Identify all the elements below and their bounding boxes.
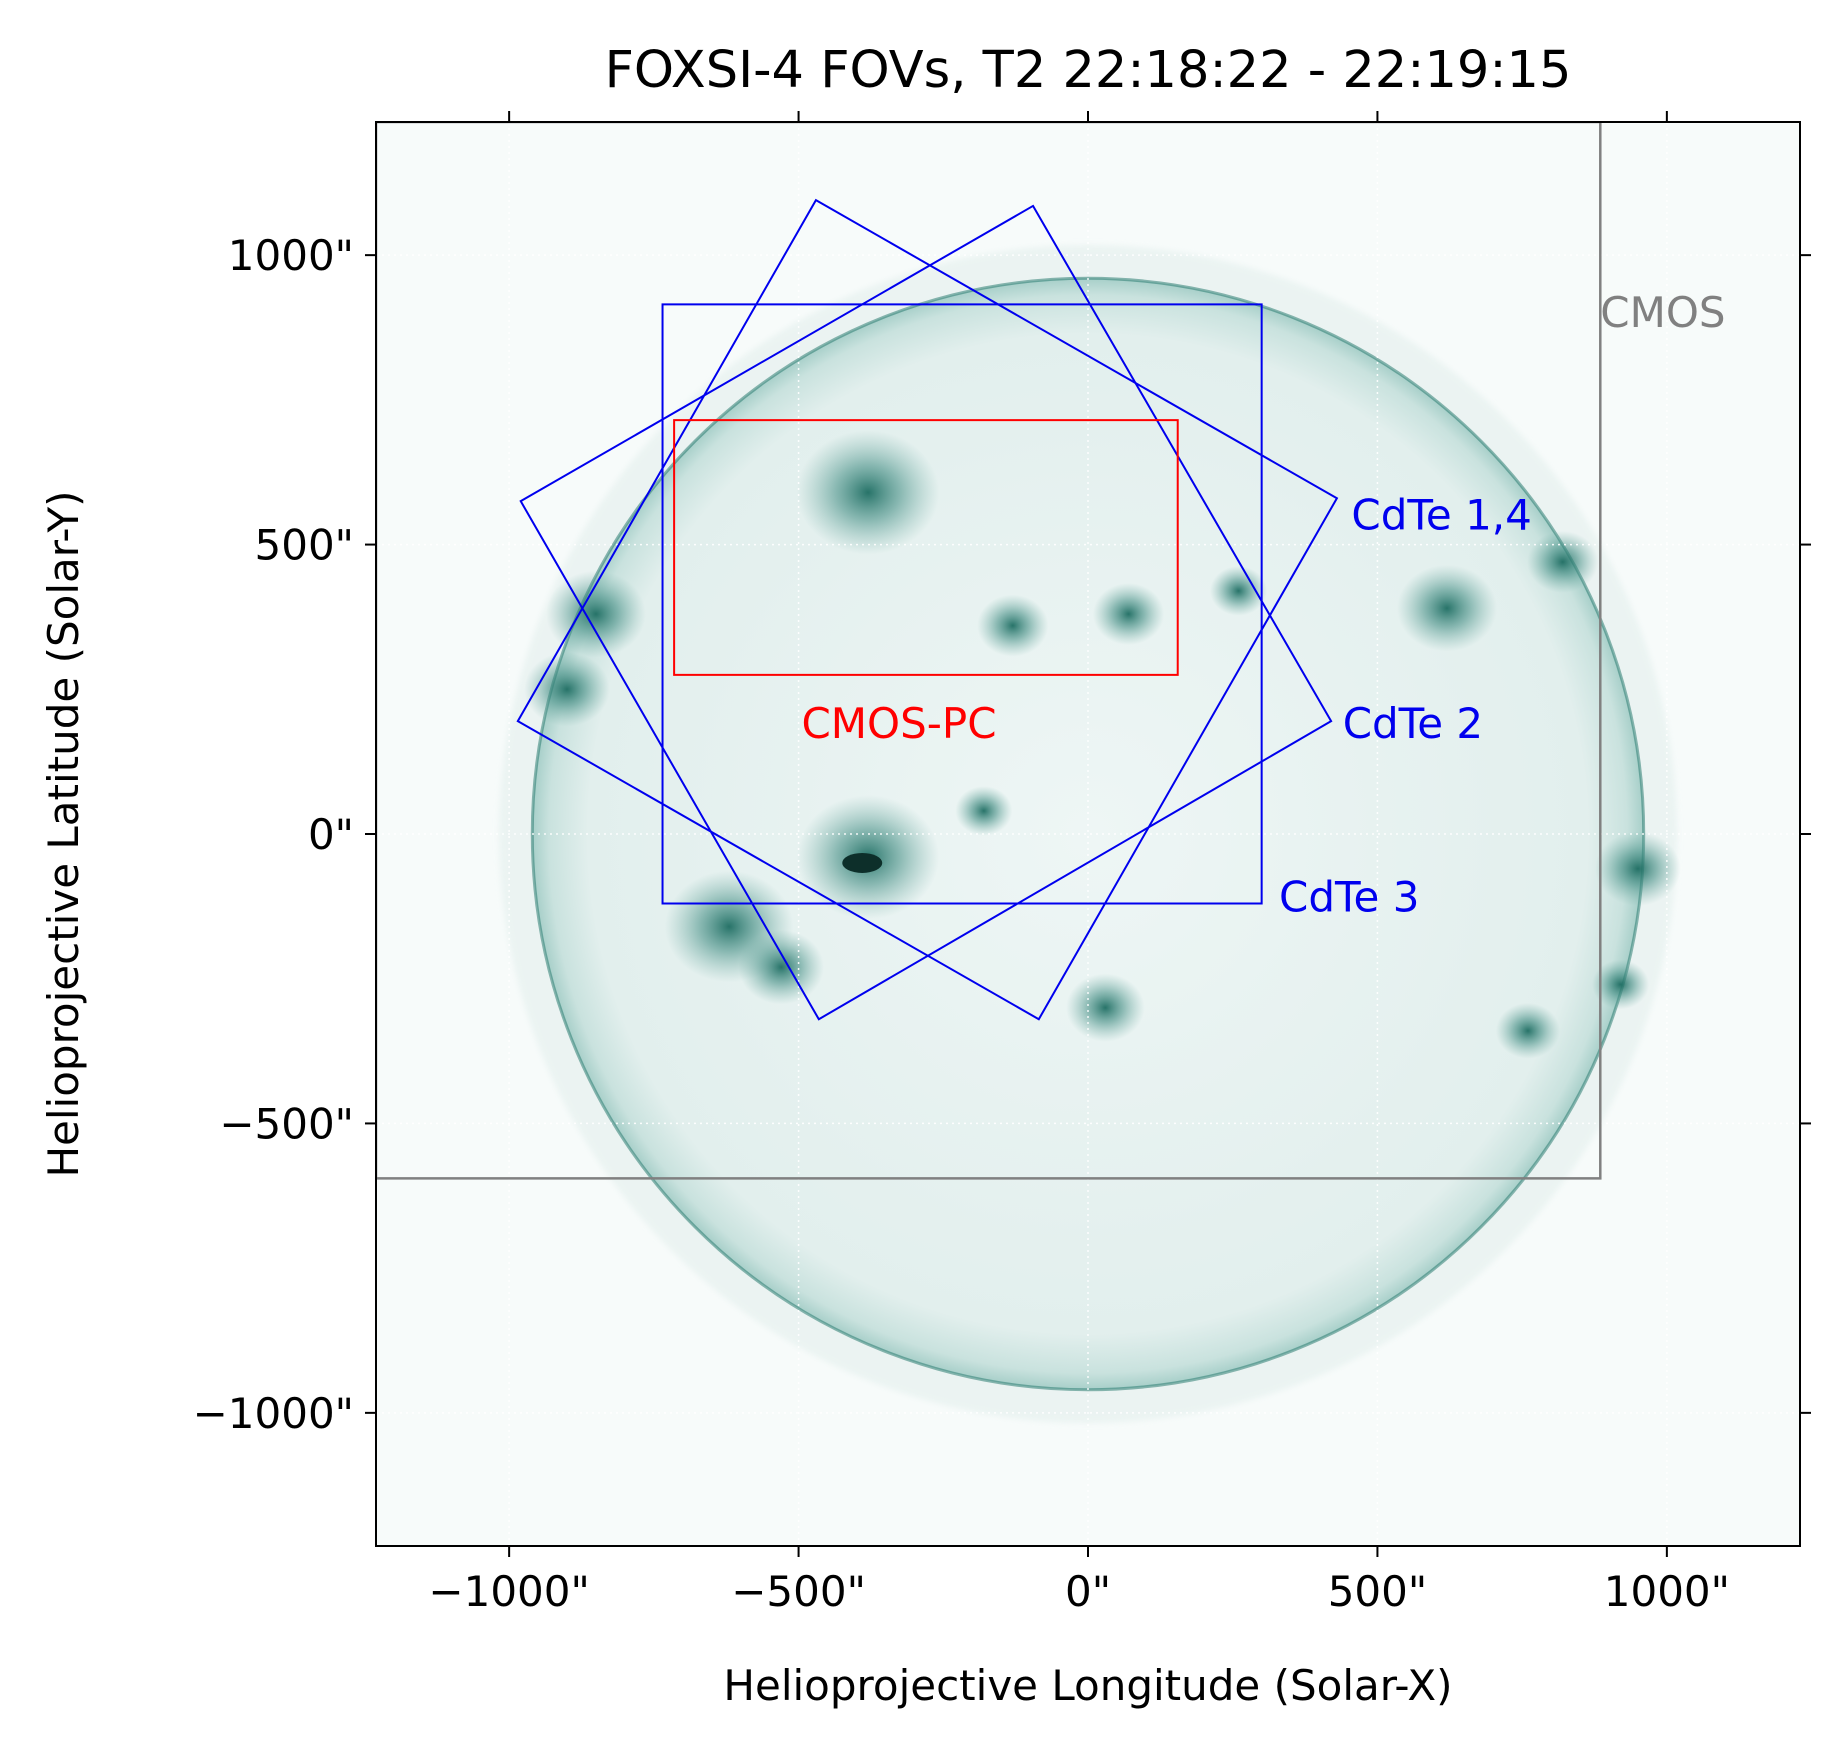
active-region: [738, 929, 824, 1005]
active-region: [546, 570, 646, 658]
active-region: [1592, 959, 1650, 1010]
fov-label-cmos: CMOS: [1600, 288, 1725, 337]
fov-label-cmos-pc: CMOS-PC: [801, 699, 996, 748]
fov-label-cdte-2: CdTe 2: [1343, 699, 1483, 748]
x-tick-label: 1000": [1604, 1567, 1730, 1616]
x-tick-label: −1000": [428, 1567, 589, 1616]
chart-title: FOXSI-4 FOVs, T2 22:18:22 - 22:19:15: [605, 41, 1572, 100]
active-region: [955, 786, 1013, 836]
fov-cmos-pc: [673, 419, 1179, 676]
x-tick-label: 500": [1328, 1567, 1427, 1616]
y-tick-label: 500": [255, 521, 354, 570]
active-region: [1209, 566, 1268, 616]
fov-layer: [376, 122, 1602, 1180]
fov-label-cdte-3: CdTe 3: [1279, 873, 1419, 922]
active-region: [1092, 583, 1165, 646]
fov-cdte-3: [661, 303, 1263, 905]
x-tick-label: 0": [1065, 1567, 1111, 1616]
y-tick-label: −500": [219, 1099, 354, 1148]
y-tick-label: 1000": [228, 231, 354, 280]
y-tick-label: −1000": [193, 1389, 354, 1438]
solar-disk-layer: [498, 244, 1681, 1424]
active-region: [1495, 1002, 1561, 1059]
annotation-layer: CdTe 1,4 CdTe 2 CdTe 3 CMOS-PC CMOS: [801, 288, 1725, 922]
fov-cmos: [376, 122, 1602, 1180]
y-axis-label: Helioprojective Latitude (Solar-Y): [39, 490, 88, 1177]
active-region: [1527, 530, 1599, 593]
x-tick-label: −500": [731, 1567, 866, 1616]
active-region: [977, 594, 1049, 657]
active-region: [1595, 831, 1681, 906]
fov-cdte-2: [519, 204, 1333, 1021]
x-axis-label: Helioprojective Longitude (Solar-X): [723, 1661, 1452, 1710]
sunspot-core: [842, 852, 883, 873]
y-tick-label: 0": [308, 810, 354, 859]
tick-layer: −1000" −500" 0" 500" 1000" −1000" −500" 0" 500" 1…: [193, 111, 1811, 1616]
active-region: [1066, 973, 1145, 1042]
plot-area: [376, 122, 1800, 1546]
active-region: [796, 430, 940, 555]
active-region: [1396, 564, 1497, 652]
fov-label-cdte-1-4: CdTe 1,4: [1351, 491, 1532, 540]
solar-disk: [532, 278, 1644, 1390]
fov-cdte-1-4: [516, 198, 1339, 1021]
